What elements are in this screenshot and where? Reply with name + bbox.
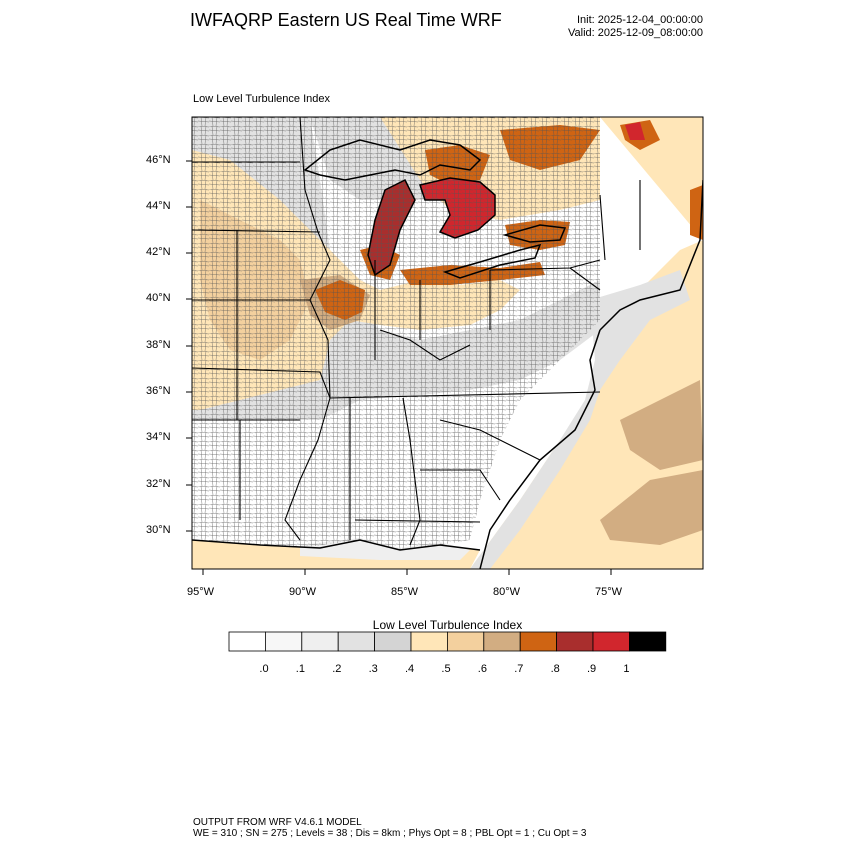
colorbar-label: .8 [550, 663, 560, 675]
footer: OUTPUT FROM WRF V4.6.1 MODEL WE = 310 ; … [193, 817, 586, 839]
colorbar-box [301, 631, 339, 652]
colorbar-label: .0 [259, 663, 269, 675]
county-boundaries [192, 117, 600, 550]
state-boundaries [192, 117, 641, 546]
run-times: Init: 2025-12-04_00:00:00 Valid: 2025-12… [520, 14, 703, 40]
lon-ticks [202, 569, 612, 575]
colorbar-box [592, 631, 630, 652]
lon-label-95w: 95°W [187, 586, 215, 598]
lat-label-32n: 32°N [146, 478, 171, 490]
field-title: Low Level Turbulence Index [193, 93, 330, 105]
lat-label-46n: 46°N [146, 154, 171, 166]
quebec-red-spot [625, 122, 645, 140]
colorbar-box [264, 631, 303, 652]
colorbar-box [483, 631, 521, 652]
lat-label-36n: 36°N [146, 385, 171, 397]
colorbar-label: 1 [623, 663, 630, 675]
colorbar-label: .4 [405, 663, 415, 675]
colorbar-box [337, 631, 376, 652]
coastlines [192, 139, 703, 569]
lon-label-85w: 85°W [391, 586, 419, 598]
colorbar-label: .7 [514, 663, 524, 675]
valid-time: Valid: 2025-12-09_08:00:00 [568, 27, 703, 39]
colorbar-box [629, 631, 667, 652]
main-title: IWFAQRP Eastern US Real Time WRF [190, 10, 502, 30]
colorbar-box [410, 631, 448, 652]
lat-label-38n: 38°N [146, 339, 171, 351]
colorbar-label: .1 [295, 663, 305, 675]
lon-label-80w: 80°W [493, 586, 521, 598]
footer-model-line: OUTPUT FROM WRF V4.6.1 MODEL [193, 817, 362, 828]
lon-label-90w: 90°W [289, 586, 317, 598]
colorbar-box [446, 631, 485, 652]
footer-config-line: WE = 310 ; SN = 275 ; Levels = 38 ; Dis … [193, 828, 587, 839]
colorbar-title: Low Level Turbulence Index [372, 618, 523, 632]
map-frame [191, 116, 704, 570]
colorbar-box [519, 631, 558, 652]
ocean-tan-patch-south [600, 470, 703, 545]
lon-label-75w: 75°W [595, 586, 623, 598]
colorbar-box [228, 631, 266, 652]
colorbar-label: .2 [332, 663, 342, 675]
colorbar [228, 631, 667, 652]
colorbar-label: .9 [587, 663, 597, 675]
lat-label-44n: 44°N [146, 200, 171, 212]
colorbar-box [556, 631, 594, 652]
colorbar-label: .6 [477, 663, 487, 675]
init-time: Init: 2025-12-04_00:00:00 [577, 14, 703, 26]
lat-ticks [186, 160, 192, 532]
lat-label-42n: 42°N [146, 246, 171, 258]
lat-label-30n: 30°N [146, 524, 171, 536]
lat-label-34n: 34°N [146, 431, 171, 443]
ocean-tan-patch-north [620, 380, 703, 470]
maine-coast-orange [690, 185, 703, 240]
colorbar-box [374, 631, 412, 652]
colorbar-label: .3 [368, 663, 378, 675]
colorbar-label: .5 [441, 663, 451, 675]
lat-label-40n: 40°N [146, 292, 171, 304]
